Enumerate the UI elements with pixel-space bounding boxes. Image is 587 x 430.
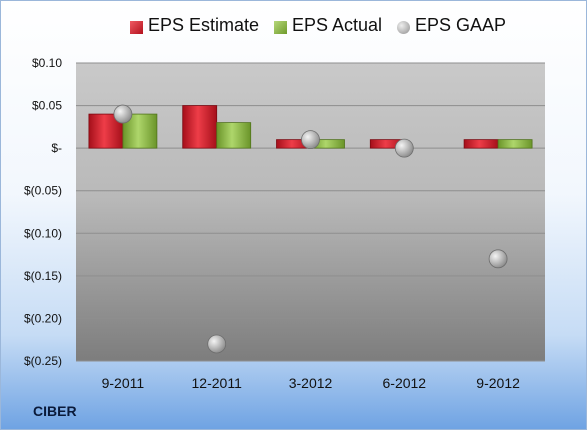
actual-bar xyxy=(497,139,533,149)
estimate-bar xyxy=(182,105,218,149)
y-tick-label: $0.05 xyxy=(32,99,62,113)
company-label: CIBER xyxy=(33,403,77,419)
plot-area xyxy=(76,63,545,361)
estimate-bar xyxy=(463,139,499,149)
y-axis: $0.10 $0.05 $- $(0.05) $(0.10) $(0.15) $(0.20)… xyxy=(24,56,62,368)
x-tick-label: 9-2011 xyxy=(102,375,145,391)
gaap-point xyxy=(394,138,414,158)
legend-swatch-gaap xyxy=(397,21,410,34)
y-tick-label: $- xyxy=(51,141,62,155)
legend-swatch-estimate xyxy=(130,21,143,34)
y-tick-label: $(0.05) xyxy=(24,184,62,198)
y-tick-label: $(0.10) xyxy=(24,226,62,240)
gaap-points xyxy=(113,104,508,354)
x-tick-label: 9-2012 xyxy=(476,375,520,391)
y-tick-label: $(0.15) xyxy=(24,269,62,283)
x-axis: 9-2011 12-2011 3-2012 6-2012 9-2012 xyxy=(102,375,520,391)
actual-bar xyxy=(122,113,158,149)
legend: EPS Estimate EPS Actual EPS GAAP xyxy=(1,15,586,45)
y-tick-label: $(0.20) xyxy=(24,311,62,325)
y-tick-label: $0.10 xyxy=(32,56,62,70)
gaap-point xyxy=(113,104,133,124)
gaap-point xyxy=(301,130,320,150)
x-tick-label: 6-2012 xyxy=(383,375,427,391)
legend-label-gaap: EPS GAAP xyxy=(415,15,507,35)
legend-label-estimate: EPS Estimate xyxy=(148,15,260,35)
y-tick-label: $(0.25) xyxy=(24,354,62,368)
gaap-point xyxy=(488,249,508,269)
legend-swatch-actual xyxy=(274,21,287,34)
legend-label-actual: EPS Actual xyxy=(292,15,383,35)
actual-bar xyxy=(216,122,252,149)
x-tick-label: 12-2011 xyxy=(192,375,243,391)
x-tick-label: 3-2012 xyxy=(289,375,333,391)
gaap-point xyxy=(207,334,227,354)
